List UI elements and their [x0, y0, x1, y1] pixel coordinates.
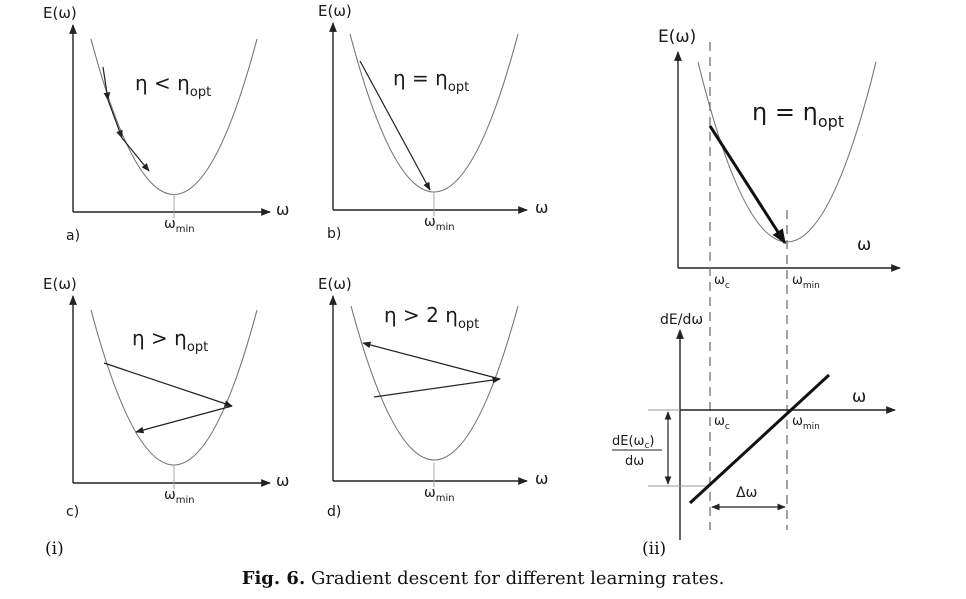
- panel-d-x-label: ω: [535, 469, 548, 488]
- panel-b-x-label: ω: [535, 198, 548, 217]
- panel-ii-omega-c-top: ωc: [714, 273, 730, 291]
- caption-label: Fig. 6.: [242, 568, 306, 589]
- panel-b-omega-min: ωmin: [424, 214, 455, 233]
- panel-ii-derivative: dE/dω ω Δω ωc ωmin dE(ωc) dω: [612, 312, 896, 540]
- panel-a: E(ω) ω ωmin a) η < ηopt: [43, 4, 289, 244]
- panel-d-y-label: E(ω): [318, 275, 352, 293]
- panel-a-y-label: E(ω): [43, 4, 77, 22]
- panel-b-y-label: E(ω): [318, 2, 352, 20]
- deriv-value-denominator: dω: [625, 454, 644, 469]
- panel-c: E(ω) ω ωmin c) η > ηopt: [43, 275, 289, 520]
- panel-b-tag: b): [327, 226, 341, 242]
- group-label-ii: (ii): [642, 539, 666, 559]
- panel-ii-omega-min-top: ωmin: [792, 273, 820, 291]
- deriv-value-numerator: dE(ωc): [612, 434, 654, 451]
- deriv-omega-c: ωc: [714, 414, 730, 432]
- panel-c-tag: c): [66, 504, 79, 520]
- panel-c-step-arrow-2: [135, 405, 233, 434]
- panel-d-step-arrow-2: [362, 341, 501, 380]
- panel-c-omega-min: ωmin: [164, 487, 195, 506]
- group-label-i: (i): [45, 539, 64, 559]
- panel-d: E(ω) ω ωmin d) η > 2 ηopt: [318, 275, 548, 520]
- panel-b-step-arrow: [359, 60, 431, 191]
- panel-c-x-label: ω: [276, 471, 289, 490]
- deriv-omega-min: ωmin: [792, 414, 820, 432]
- panel-b-eta-label: η = ηopt: [393, 66, 469, 95]
- panel-a-error-curve: [90, 38, 258, 195]
- delta-omega-label: Δω: [736, 485, 757, 501]
- panel-a-step-arrow-2: [107, 99, 123, 139]
- panel-d-tag: d): [327, 504, 341, 520]
- panel-a-eta-label: η < ηopt: [135, 71, 211, 100]
- panel-d-omega-min: ωmin: [424, 485, 455, 504]
- panel-d-step-arrow-1: [373, 376, 501, 398]
- panel-d-eta-label: η > 2 ηopt: [384, 303, 479, 332]
- panel-a-tag: a): [66, 228, 80, 244]
- panel-a-x-label: ω: [276, 200, 289, 219]
- panel-a-omega-min: ωmin: [164, 216, 195, 235]
- panel-ii-step-arrow: [708, 125, 787, 245]
- panel-b-error-curve: [349, 33, 519, 193]
- panel-ii-energy: E(ω) ω η = ηopt ωc ωmin: [658, 27, 901, 291]
- panel-ii-eta-label: η = ηopt: [752, 98, 844, 131]
- panel-c-step-arrow-1: [103, 362, 233, 407]
- panel-d-error-curve: [350, 305, 519, 461]
- deriv-y-label: dE/dω: [660, 312, 703, 328]
- panel-a-step-arrow-1: [102, 66, 111, 101]
- derivative-line: [688, 373, 831, 505]
- panel-c-eta-label: η > ηopt: [132, 326, 208, 355]
- deriv-x-label: ω: [852, 387, 866, 407]
- panel-ii-y-label: E(ω): [658, 27, 696, 47]
- caption-text: Gradient descent for different learning …: [305, 568, 724, 589]
- panel-a-step-arrow-3: [121, 137, 150, 172]
- panel-b: E(ω) ω ωmin b) η = ηopt: [318, 2, 548, 242]
- figure-caption: Fig. 6. Gradient descent for different l…: [242, 568, 725, 589]
- panel-c-y-label: E(ω): [43, 275, 77, 293]
- panel-ii-x-label: ω: [857, 235, 871, 255]
